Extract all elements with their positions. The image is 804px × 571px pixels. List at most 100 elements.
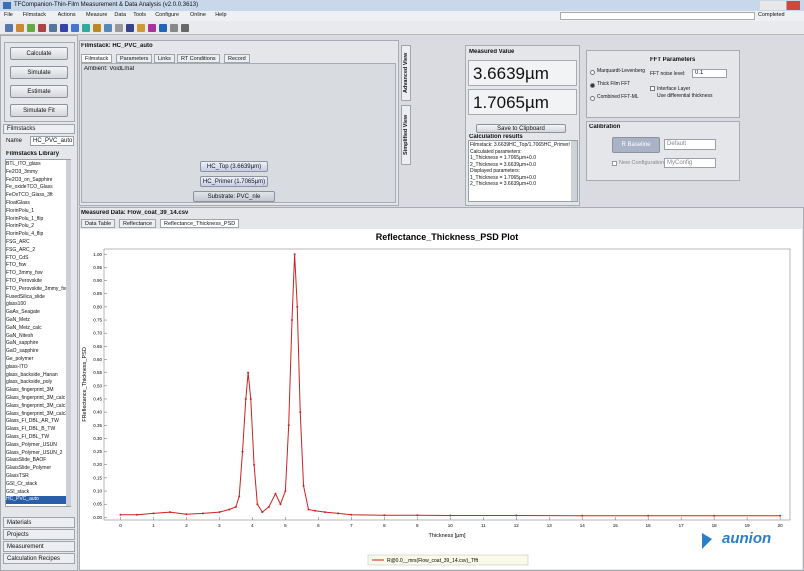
menu-item[interactable]: Data xyxy=(114,12,127,18)
library-item[interactable]: FTO_CdS xyxy=(6,254,29,261)
library-item[interactable]: Glass_Polymer_USUN xyxy=(6,441,57,448)
menu-item[interactable]: File xyxy=(4,12,13,18)
library-item[interactable]: GlassTSR xyxy=(6,473,29,479)
filmstack-tab[interactable]: Record xyxy=(224,54,250,63)
library-item[interactable]: Fe2O3_on_Sapphire xyxy=(6,176,53,183)
library-item[interactable]: Fe2O3_3mmy xyxy=(6,168,38,175)
baseline-button[interactable]: R Baseline xyxy=(612,137,660,153)
library-item[interactable]: glass_backside_poly xyxy=(6,379,53,386)
bottom-tab[interactable]: Calculation Recipes xyxy=(3,553,75,564)
menu-item[interactable]: Help xyxy=(215,12,227,18)
data-tab[interactable]: Reflectance_Thickness_PSD xyxy=(160,219,240,228)
toolbar-icon[interactable] xyxy=(27,24,35,32)
library-item[interactable]: FTO_fsw xyxy=(6,262,27,269)
library-item[interactable]: GaN_sapphire xyxy=(6,340,39,347)
library-item[interactable]: Glass_fingerprint_3M_calc3 xyxy=(6,410,66,417)
library-item[interactable]: FSG_ARC xyxy=(6,239,30,245)
filmstack-tab[interactable]: Filmstack xyxy=(81,54,113,63)
data-tab[interactable]: Data Table xyxy=(81,219,116,228)
library-item[interactable]: GlassSlide_BAOF xyxy=(6,457,47,464)
library-item[interactable]: GaN_Nitesh xyxy=(6,332,34,339)
radio[interactable] xyxy=(590,70,595,75)
calibration-select[interactable]: Default xyxy=(664,139,716,150)
action-button[interactable]: Calculate xyxy=(10,47,68,60)
filmstacks-tab[interactable]: Filmstacks xyxy=(3,124,75,134)
checkbox[interactable] xyxy=(612,161,617,166)
toolbar-icon[interactable] xyxy=(126,24,134,32)
menu-item[interactable]: Filmstack xyxy=(22,12,47,18)
toolbar-icon[interactable] xyxy=(5,24,13,32)
bottom-tab[interactable]: Projects xyxy=(3,529,75,540)
library-item[interactable]: Glass_fingerprint_3M_calc1 xyxy=(6,402,66,409)
toolbar-icon[interactable] xyxy=(104,24,112,32)
name-input[interactable]: HC_PVC_auto xyxy=(30,136,74,146)
bottom-tab[interactable]: Measurement xyxy=(3,541,75,552)
library-item[interactable]: FTO_Perovskite_3mmy_fsw xyxy=(6,285,66,292)
side-tab[interactable]: Advanced View xyxy=(401,45,411,101)
layer-button[interactable]: HC_Primer (1.7065µm) xyxy=(200,176,268,187)
toolbar-icon[interactable] xyxy=(93,24,101,32)
toolbar-icon[interactable] xyxy=(115,24,123,32)
toolbar-icon[interactable] xyxy=(16,24,24,32)
library-item[interactable]: Ge_polymer xyxy=(6,356,34,362)
toolbar-icon[interactable] xyxy=(71,24,79,32)
library-item[interactable]: BTL_ITO_glass xyxy=(6,161,41,167)
clipboard-button[interactable]: Save to Clipboard xyxy=(476,124,566,133)
toolbar-icon[interactable] xyxy=(60,24,68,32)
toolbar-icon[interactable] xyxy=(38,24,46,32)
library-item[interactable]: Glass_Polymer_USUN_2 xyxy=(6,449,63,456)
toolbar-icon[interactable] xyxy=(148,24,156,32)
library-item[interactable]: Glass_fingerprint_3M xyxy=(6,387,54,394)
filmstack-tab[interactable]: RT Conditions xyxy=(177,54,220,63)
library-item[interactable]: HC_PVC_auto xyxy=(6,496,66,504)
library-item[interactable]: FeOxTCO_Glass_3ft xyxy=(6,192,53,199)
library-item[interactable]: FlorinPolu_1_flip xyxy=(6,215,44,222)
library-item[interactable]: FlorinPolu_1 xyxy=(6,207,35,214)
layer-button[interactable]: Substrate: PVC_nle xyxy=(193,191,275,202)
toolbar-icon[interactable] xyxy=(137,24,145,32)
library-item[interactable]: Glass_FI_DBL_B_TW xyxy=(6,426,56,433)
library-item[interactable]: glass-ITO xyxy=(6,363,28,370)
library-item[interactable]: Glass_FI_DBL_TW xyxy=(6,434,50,440)
library-item[interactable]: Fe_oxideTCO_Glass xyxy=(6,184,53,191)
checkbox[interactable] xyxy=(650,86,655,91)
toolbar-icon[interactable] xyxy=(49,24,57,32)
library-item[interactable]: Glass_FI_DBL_AR_TW xyxy=(6,418,59,425)
menu-item[interactable]: Actions xyxy=(57,12,76,18)
action-button[interactable]: Simulate Fit xyxy=(10,104,68,117)
toolbar-icon[interactable] xyxy=(181,24,189,32)
filmstack-tab[interactable]: Parameters xyxy=(116,54,153,63)
menu-item[interactable]: Configure xyxy=(155,12,180,18)
menu-item[interactable]: Measure xyxy=(86,12,108,18)
radio[interactable] xyxy=(590,96,595,101)
library-item[interactable]: FTO_3mmy_fsw xyxy=(6,270,43,277)
menu-item[interactable]: Tools xyxy=(133,12,147,18)
library-item[interactable]: GlassSlide_Polymer xyxy=(6,465,52,472)
toolbar-icon[interactable] xyxy=(170,24,178,32)
library-item[interactable]: GSI_stack xyxy=(6,488,30,495)
library-item[interactable]: GaAs_Seagate xyxy=(6,309,40,316)
library-item[interactable]: GaO_sapphire xyxy=(6,348,39,355)
library-item[interactable]: glass100 xyxy=(6,301,27,308)
library-item[interactable]: GSI_Cr_stack xyxy=(6,480,38,487)
library-item[interactable]: FTO_Perovskite xyxy=(6,278,43,284)
filmstack-tab[interactable]: Links xyxy=(154,54,175,63)
radio[interactable] xyxy=(590,83,595,88)
library-item[interactable]: GaN_Metz xyxy=(6,317,30,323)
library-item[interactable]: FlorinPolu_4_flip xyxy=(6,231,44,238)
library-item[interactable]: FusedSilica_slide xyxy=(6,293,45,300)
library-item[interactable]: Glass_fingerprint_3M_calc xyxy=(6,395,66,401)
bottom-tab[interactable]: Materials xyxy=(3,517,75,528)
library-item[interactable]: FlorinPolu_2 xyxy=(6,223,35,230)
toolbar-icon[interactable] xyxy=(159,24,167,32)
action-button[interactable]: Simulate xyxy=(10,66,68,79)
menu-item[interactable]: Online xyxy=(190,12,206,18)
data-tab[interactable]: Reflectance xyxy=(119,219,157,228)
calibration-input[interactable]: MyConfig xyxy=(664,158,716,168)
library-item[interactable]: GaN_Metz_calc xyxy=(6,324,42,331)
library-item[interactable]: FloatGlass xyxy=(6,200,30,206)
fft-noise-input[interactable]: 0.1 xyxy=(692,69,727,78)
side-tab[interactable]: Simplified View xyxy=(401,105,411,165)
library-item[interactable]: FSG_ARC_2 xyxy=(6,246,36,253)
toolbar-icon[interactable] xyxy=(82,24,90,32)
